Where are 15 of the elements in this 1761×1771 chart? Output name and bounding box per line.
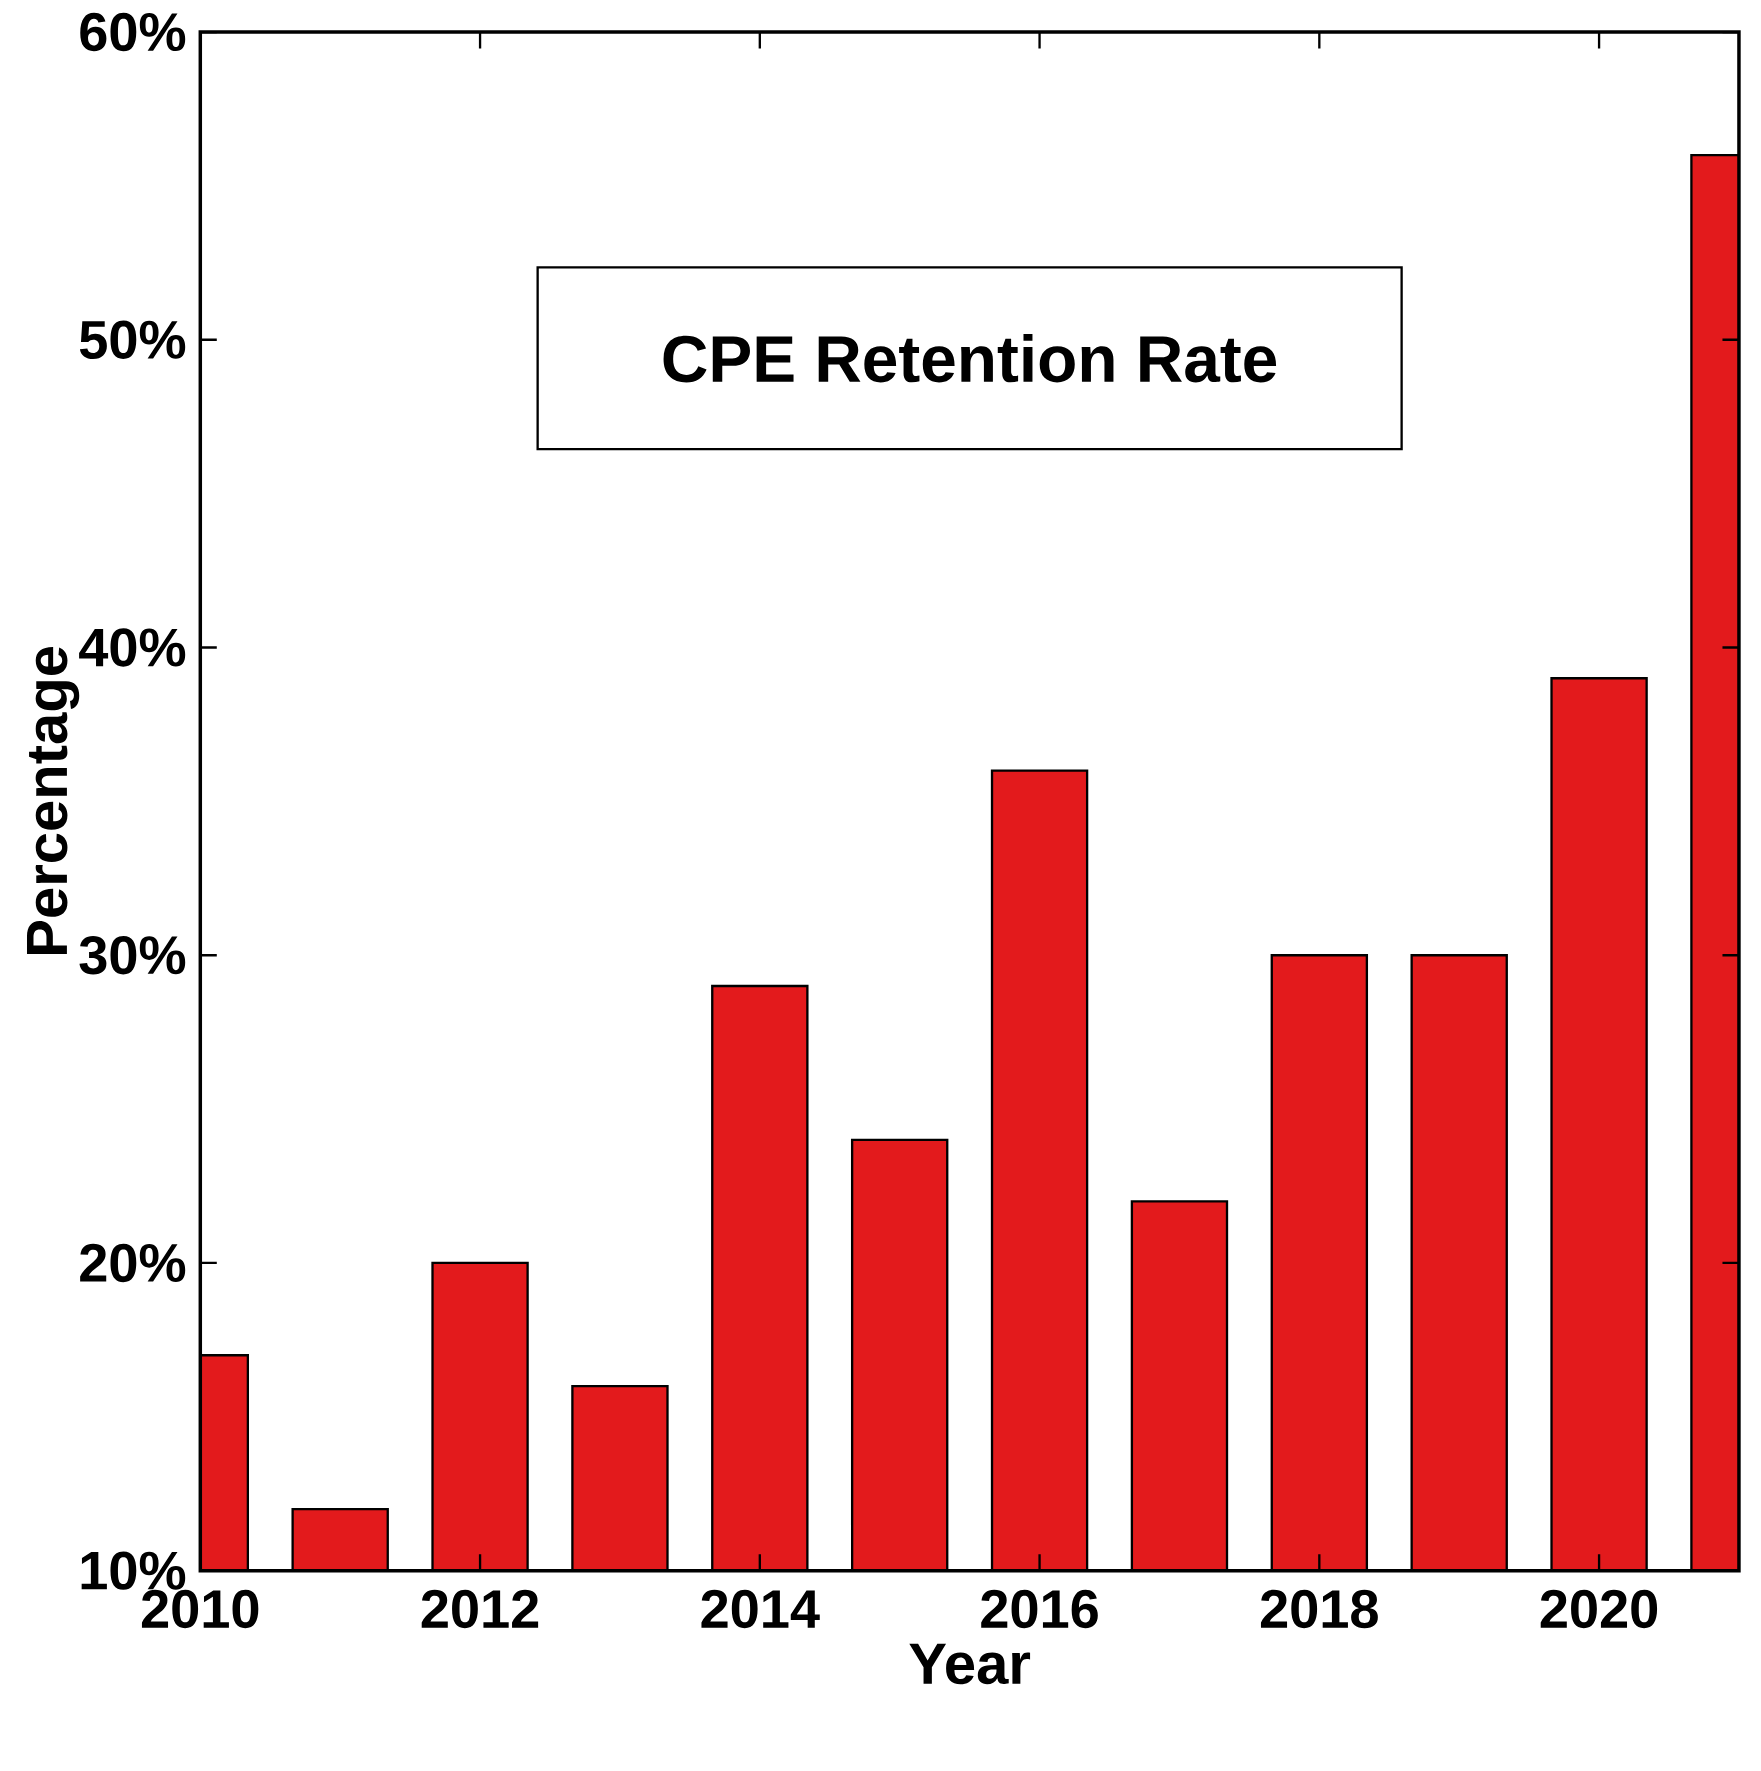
- y-axis-title: Percentage: [27, 646, 80, 954]
- x-tick-label: 2010: [141, 1589, 259, 1629]
- y-tick-label: 40%: [79, 628, 186, 667]
- y-tick-label: 10%: [81, 1551, 186, 1590]
- x-tick-label: 2018: [1261, 1589, 1378, 1629]
- x-tick-label: 2014: [701, 1589, 820, 1629]
- x-axis-title: Year: [909, 1643, 1031, 1685]
- x-tick-label: 2016: [981, 1589, 1098, 1629]
- y-tick-label: 30%: [79, 935, 186, 975]
- x-tick-label: 2020: [1540, 1589, 1658, 1629]
- text: CPE Retention Rate: [663, 334, 1277, 383]
- x-tick-label: 2012: [421, 1589, 539, 1629]
- y-tick-label: 20%: [80, 1243, 186, 1283]
- y-tick-label: 50%: [79, 320, 186, 359]
- y-tick-label: 60%: [80, 12, 186, 52]
